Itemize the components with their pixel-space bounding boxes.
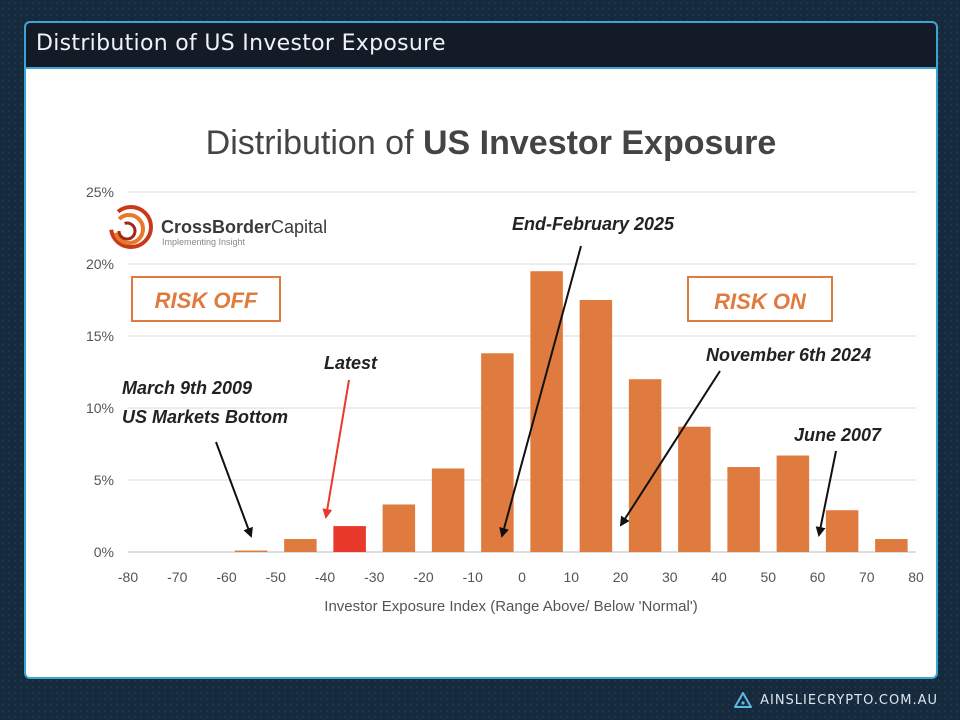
- annotation-text: June 2007: [794, 425, 882, 445]
- y-tick-label: 0%: [94, 544, 114, 560]
- bar: [776, 455, 810, 552]
- bar: [382, 504, 416, 552]
- x-tick-label: 0: [518, 569, 526, 585]
- triangle-logo-icon: [734, 692, 753, 708]
- annotation-text: March 9th 2009: [122, 378, 252, 398]
- bar: [727, 467, 760, 552]
- annotation-latest: Latest: [322, 353, 378, 519]
- x-tick-label: 70: [859, 569, 875, 585]
- bar: [284, 539, 317, 552]
- y-tick-label: 20%: [86, 256, 114, 272]
- risk-on-label: RISK ON: [714, 289, 807, 314]
- x-tick-label: 40: [711, 569, 727, 585]
- annotation-arrow: [499, 245, 582, 538]
- x-tick-label: -40: [315, 569, 335, 585]
- logo-wordmark: CrossBorderCapital: [161, 217, 327, 237]
- risk-on-box: RISK ON: [687, 276, 833, 322]
- annotation-text: Latest: [324, 353, 378, 373]
- annotation-arrow: [215, 441, 253, 538]
- annotation-text: November 6th 2024: [706, 345, 871, 365]
- y-tick-label: 5%: [94, 472, 114, 488]
- x-axis-label: Investor Exposure Index (Range Above/ Be…: [324, 598, 697, 615]
- bar: [431, 468, 465, 552]
- annotation-arrow: [322, 379, 350, 519]
- x-tick-label: 20: [613, 569, 629, 585]
- bar: [875, 539, 908, 552]
- annotation-march-2009: March 9th 2009 US Markets Bottom: [122, 378, 288, 538]
- x-tick-label: 80: [908, 569, 924, 585]
- chart-title: Distribution of US Investor Exposure: [206, 124, 777, 162]
- x-tick-label: 10: [563, 569, 579, 585]
- annotation-nov-2024: November 6th 2024: [619, 345, 871, 527]
- exposure-chart: Distribution of US Investor Exposure 0% 5…: [86, 124, 924, 615]
- bar: [678, 426, 711, 552]
- slide-frame: Distribution of US Investor Exposure Dis…: [24, 21, 938, 679]
- x-tick-label: 30: [662, 569, 678, 585]
- x-tick-label: -10: [463, 569, 483, 585]
- bar: [825, 510, 859, 552]
- crossborder-capital-logo: CrossBorderCapital Implementing Insight: [109, 205, 327, 249]
- bar: [234, 550, 268, 552]
- slide-title: Distribution of US Investor Exposure: [36, 31, 446, 56]
- bar: [579, 300, 613, 552]
- logo-tagline: Implementing Insight: [162, 237, 246, 247]
- annotation-text: End-February 2025: [512, 214, 675, 234]
- bar: [628, 379, 662, 552]
- slide-header: Distribution of US Investor Exposure: [26, 23, 936, 69]
- annotation-june-2007: June 2007: [794, 425, 882, 537]
- x-tick-label: -80: [118, 569, 138, 585]
- x-tick-label: -50: [266, 569, 286, 585]
- annotation-arrow: [815, 450, 837, 537]
- x-tick-label: -60: [216, 569, 236, 585]
- swirl-logo-icon: [109, 205, 153, 249]
- bar-latest: [333, 526, 366, 552]
- annotation-feb-2025: End-February 2025: [499, 214, 675, 538]
- risk-off-box: RISK OFF: [131, 276, 281, 322]
- y-tick-label: 15%: [86, 328, 114, 344]
- risk-off-label: RISK OFF: [155, 288, 258, 313]
- x-tick-label: -70: [167, 569, 187, 585]
- y-tick-label: 25%: [86, 184, 114, 200]
- x-tick-label: -30: [364, 569, 384, 585]
- annotation-text: US Markets Bottom: [122, 407, 288, 427]
- annotation-arrow: [619, 370, 721, 527]
- bar: [481, 353, 514, 552]
- x-tick-label: 60: [810, 569, 826, 585]
- y-tick-label: 10%: [86, 400, 114, 416]
- site-footer: AINSLIECRYPTO.COM.AU: [734, 692, 938, 708]
- x-tick-label: 50: [760, 569, 776, 585]
- x-tick-label: -20: [413, 569, 433, 585]
- footer-site-label: AINSLIECRYPTO.COM.AU: [760, 692, 938, 708]
